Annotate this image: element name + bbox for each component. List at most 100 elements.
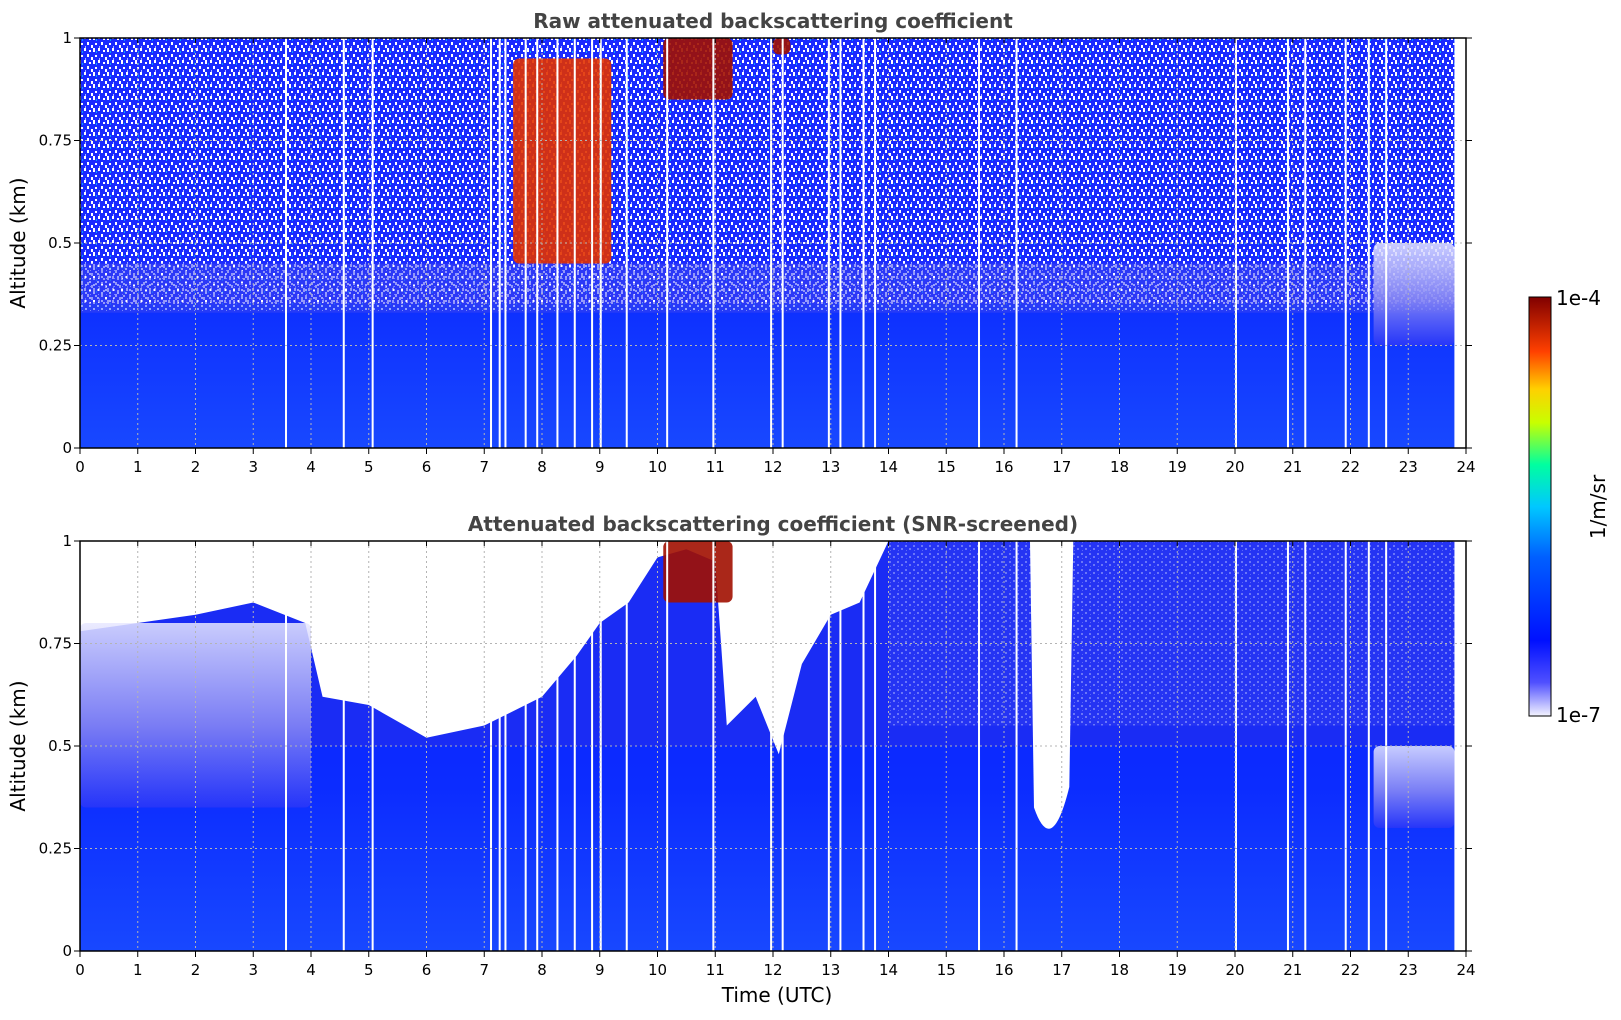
data-gap	[666, 541, 669, 951]
data-gap	[862, 38, 865, 448]
x-tick-label: 8	[537, 961, 547, 979]
x-tick-label: 19	[1168, 961, 1187, 979]
data-gap	[978, 38, 981, 448]
x-tick-label: 21	[1283, 458, 1302, 476]
data-gap	[591, 38, 594, 448]
x-tick-label: 18	[1110, 458, 1129, 476]
data-gap	[591, 541, 594, 951]
x-tick-label: 15	[937, 458, 956, 476]
panel1-title: Raw attenuated backscattering coefficien…	[533, 9, 1013, 33]
x-tick-label: 11	[706, 961, 725, 979]
x-tick-label: 12	[763, 961, 782, 979]
data-gap	[371, 38, 374, 448]
data-gap	[712, 38, 715, 448]
y-tick-label: 1	[62, 532, 72, 550]
colorbar-max-label: 1e-4	[1556, 286, 1601, 310]
x-tick-label: 2	[191, 458, 201, 476]
colorbar-unit-label: 1/m/sr	[1586, 474, 1610, 539]
data-gap	[781, 38, 784, 448]
y-tick-label: 0.5	[48, 737, 72, 755]
x-axis-label: Time (UTC)	[721, 983, 833, 1007]
data-gap	[862, 541, 865, 951]
x-tick-label: 6	[422, 458, 432, 476]
x-tick-label: 1	[133, 458, 143, 476]
x-tick-label: 1	[133, 961, 143, 979]
x-tick-label: 8	[537, 458, 547, 476]
data-gap	[342, 38, 345, 448]
x-tick-label: 10	[648, 458, 667, 476]
x-tick-label: 13	[821, 961, 840, 979]
x-tick-label: 9	[595, 961, 605, 979]
data-gap	[666, 38, 669, 448]
x-tick-label: 3	[248, 458, 258, 476]
x-tick-label: 21	[1283, 961, 1302, 979]
x-tick-label: 14	[879, 961, 898, 979]
data-gap	[536, 541, 539, 951]
y-tick-label: 0	[62, 439, 72, 457]
x-tick-label: 22	[1341, 458, 1360, 476]
y-tick-label: 0.5	[48, 234, 72, 252]
x-tick-label: 17	[1052, 458, 1071, 476]
y-tick-label: 0	[62, 942, 72, 960]
data-gap	[556, 38, 559, 448]
x-tick-label: 24	[1456, 458, 1475, 476]
x-tick-label: 16	[994, 458, 1013, 476]
x-tick-label: 6	[422, 961, 432, 979]
x-tick-label: 5	[364, 961, 374, 979]
data-gap	[573, 541, 576, 951]
x-tick-label: 18	[1110, 961, 1129, 979]
data-gap	[781, 541, 784, 951]
colorbar-min-label: 1e-7	[1556, 703, 1601, 727]
noise-transition	[80, 263, 1455, 313]
data-gap	[556, 541, 559, 951]
panel2-title: Attenuated backscattering coefficient (S…	[468, 512, 1078, 536]
panel2-ylabel: Altitude (km)	[6, 680, 30, 811]
feature-region	[1373, 243, 1455, 346]
x-tick-label: 0	[75, 961, 85, 979]
x-tick-label: 20	[1225, 961, 1244, 979]
x-tick-label: 12	[763, 458, 782, 476]
data-gap	[1286, 38, 1289, 448]
colorbar: 1e-4 1e-7 1/m/sr	[1528, 286, 1610, 727]
colorbar-gradient	[1528, 296, 1552, 717]
x-tick-label: 13	[821, 458, 840, 476]
data-gap	[536, 38, 539, 448]
data-gap	[342, 541, 345, 951]
x-tick-label: 11	[706, 458, 725, 476]
x-tick-label: 7	[479, 458, 489, 476]
x-tick-label: 24	[1456, 961, 1475, 979]
data-gap	[712, 541, 715, 951]
x-tick-label: 7	[479, 961, 489, 979]
data-gap	[978, 541, 981, 951]
data-gap	[827, 541, 830, 951]
data-gap	[827, 38, 830, 448]
x-tick-label: 10	[648, 961, 667, 979]
feature-region	[80, 623, 311, 808]
data-gap	[498, 541, 501, 951]
feature-region	[513, 58, 612, 264]
x-tick-label: 0	[75, 458, 85, 476]
feature-region	[663, 38, 733, 100]
x-tick-label: 19	[1168, 458, 1187, 476]
panel1-axes: 0 1 2 3 4 5 6 7 8 9 10 11 12 13 14 15 16 17 18 19 20 21 22 23 24…	[39, 29, 1476, 476]
noise-region	[80, 38, 1455, 305]
y-tick-label: 0.75	[39, 132, 72, 150]
panel2-axes: 0 1 2 3 4 5 6 7 8 9 10 11 12 13 14 15 16 17 18 19 20 21 22 23 24…	[39, 532, 1476, 979]
y-tick-label: 1	[62, 29, 72, 47]
data-gap	[1367, 38, 1370, 448]
x-tick-label: 3	[248, 961, 258, 979]
x-tick-label: 23	[1399, 961, 1418, 979]
screened-gap	[1029, 541, 1074, 829]
x-tick-label: 17	[1052, 961, 1071, 979]
x-tick-label: 16	[994, 961, 1013, 979]
x-tick-label: 20	[1225, 458, 1244, 476]
data-gap	[573, 38, 576, 448]
y-tick-label: 0.75	[39, 635, 72, 653]
x-tick-label: 4	[306, 961, 316, 979]
x-tick-label: 14	[879, 458, 898, 476]
y-tick-label: 0.25	[39, 337, 72, 355]
x-tick-label: 23	[1399, 458, 1418, 476]
x-tick-label: 2	[191, 961, 201, 979]
x-tick-label: 9	[595, 458, 605, 476]
